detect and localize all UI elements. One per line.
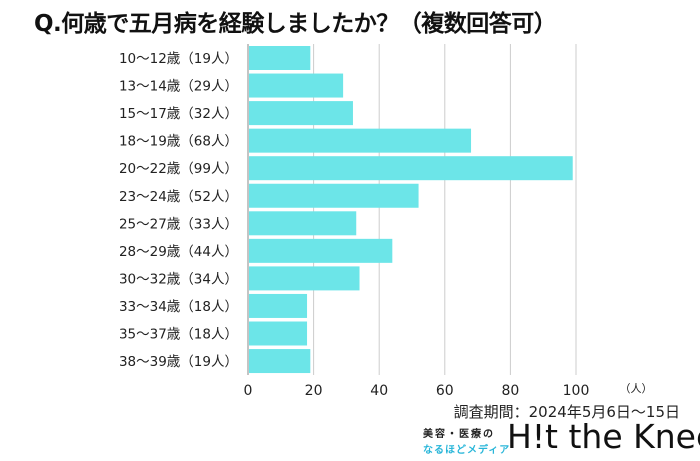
category-label: 28〜29歳（44人） bbox=[119, 244, 238, 260]
x-tick-label: 100 bbox=[563, 383, 590, 399]
survey-period: 調査期間：2024年5月6日〜15日 bbox=[453, 403, 680, 421]
category-label: 25〜27歳（33人） bbox=[119, 216, 238, 232]
category-label: 30〜32歳（34人） bbox=[119, 271, 238, 287]
bar bbox=[249, 73, 344, 98]
bar bbox=[249, 293, 308, 318]
category-label: 15〜17歳（32人） bbox=[119, 106, 238, 122]
bar bbox=[249, 46, 311, 70]
bar bbox=[249, 128, 472, 153]
bar bbox=[249, 238, 393, 263]
logo-tagline-2: なるほどメディア bbox=[423, 445, 511, 456]
chart-title: Q.何歳で五月病を経験しましたか？（複数回答可） bbox=[34, 11, 557, 37]
x-tick-label: 60 bbox=[436, 383, 454, 399]
category-label: 33〜34歳（18人） bbox=[119, 299, 238, 315]
category-label: 35〜37歳（18人） bbox=[119, 327, 238, 343]
bar bbox=[249, 211, 357, 236]
category-label: 10〜12歳（19人） bbox=[119, 51, 238, 67]
bar bbox=[249, 321, 308, 346]
x-tick-label: 0 bbox=[244, 383, 253, 399]
x-tick-label: 40 bbox=[370, 383, 388, 399]
category-label: 13〜14歳（29人） bbox=[119, 79, 238, 95]
bar bbox=[249, 183, 419, 208]
category-label: 38〜39歳（19人） bbox=[119, 354, 238, 370]
bar bbox=[249, 156, 573, 181]
bar bbox=[249, 101, 353, 126]
category-label: 23〜24歳（52人） bbox=[119, 189, 238, 205]
x-tick-label: 80 bbox=[501, 383, 519, 399]
category-label: 18〜19歳（68人） bbox=[119, 134, 238, 150]
x-tick-label: 20 bbox=[305, 383, 323, 399]
logo-brand: H!t the Knee bbox=[507, 417, 700, 456]
logo-tagline-1: 美容・医療の bbox=[423, 429, 495, 440]
brand-logo: 美容・医療の なるほどメディア H!t the Knee bbox=[423, 417, 700, 459]
bar bbox=[249, 266, 360, 291]
bar bbox=[249, 349, 311, 374]
category-label: 20〜22歳（99人） bbox=[119, 161, 238, 177]
x-unit-label: （人） bbox=[620, 382, 653, 395]
